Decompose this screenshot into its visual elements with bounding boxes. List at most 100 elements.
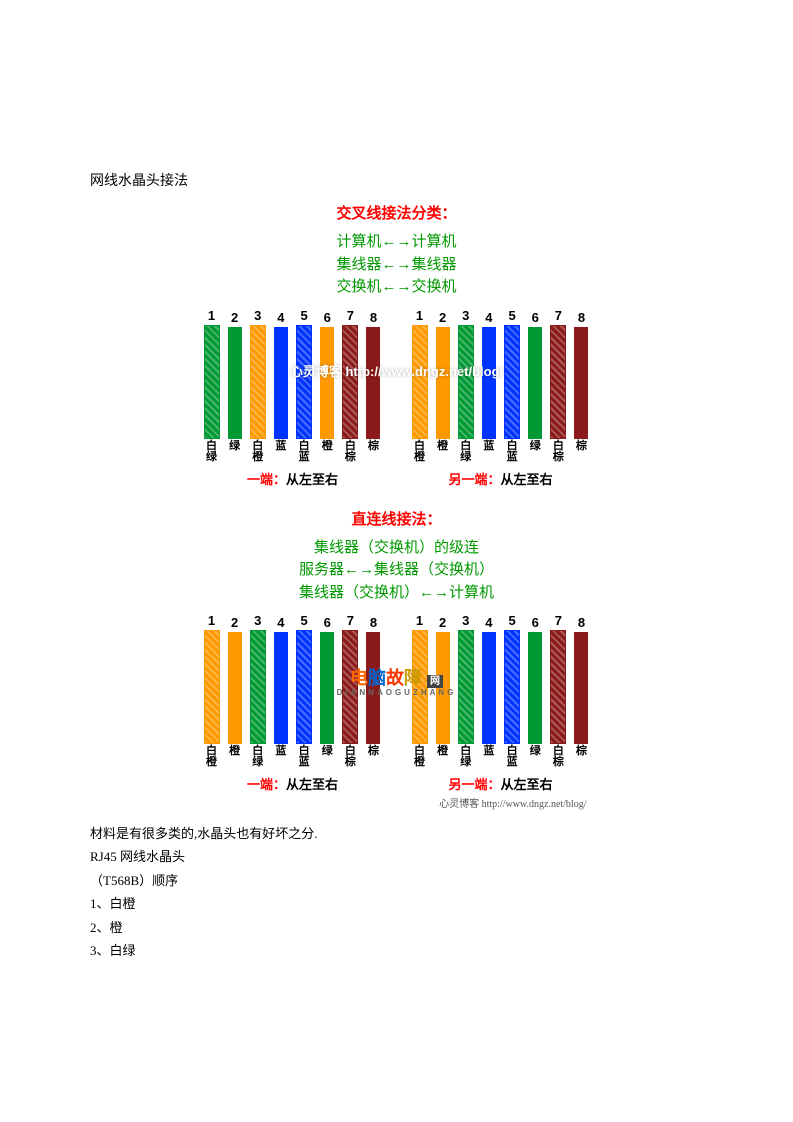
pin-column: 1	[411, 613, 429, 744]
end-label: 一端：从左至右	[203, 774, 383, 793]
para: （T568B）顺序	[90, 869, 703, 892]
wire-bar	[436, 327, 450, 439]
pin-color-label: 蓝	[272, 441, 290, 463]
pin-column: 3	[457, 613, 475, 744]
pin-color-label: 白蓝	[295, 441, 313, 463]
wire-bar	[528, 327, 542, 439]
pin-column: 4	[480, 310, 498, 439]
connector-left-t568a: 12345678白绿绿白橙蓝白蓝橙白棕棕一端：从左至右	[203, 309, 383, 488]
pin-column: 1	[411, 308, 429, 439]
usage-line: 计算机←→计算机	[197, 231, 597, 254]
pin-number: 2	[231, 310, 238, 325]
crossover-title: 交叉线接法分类：	[197, 202, 597, 223]
pin-column: 5	[295, 308, 313, 439]
wire-bar	[366, 632, 380, 744]
pin-column: 4	[272, 615, 290, 744]
wire-bar	[342, 630, 358, 744]
wire-bar	[482, 632, 496, 744]
connector-right-t568b: 12345678白橙橙白绿蓝白蓝绿白棕棕另一端：从左至右	[411, 309, 591, 488]
para: 1、白橙	[90, 892, 703, 915]
pin-color-label: 棕	[572, 746, 590, 768]
wire-bar	[204, 630, 220, 744]
pin-number: 4	[277, 615, 284, 630]
pin-color-label: 白蓝	[503, 746, 521, 768]
pin-number: 1	[416, 613, 423, 628]
wire-bar	[366, 327, 380, 439]
pin-column: 6	[318, 615, 336, 744]
pin-column: 6	[526, 310, 544, 439]
pin-color-label: 橙	[226, 746, 244, 768]
wire-bar	[228, 632, 242, 744]
pin-number: 3	[462, 613, 469, 628]
pin-number: 6	[532, 310, 539, 325]
wire-bar	[296, 630, 312, 744]
straight-usage-lines: 集线器（交换机）的级连 服务器←→集线器（交换机） 集线器（交换机）←→计算机	[197, 537, 597, 605]
pin-color-label: 白绿	[203, 441, 221, 463]
pin-column: 7	[549, 308, 567, 439]
crossover-connectors: 心灵博客 http://www.dngz.net/blog/ 12345678白…	[197, 309, 597, 488]
pin-color-label: 白橙	[411, 441, 429, 463]
pin-column: 2	[226, 615, 244, 744]
para: 3、白绿	[90, 939, 703, 962]
pin-column: 8	[364, 310, 382, 439]
end-label: 另一端：从左至右	[411, 774, 591, 793]
pin-column: 4	[272, 310, 290, 439]
wire-bar	[412, 630, 428, 744]
wire-bar	[550, 325, 566, 439]
usage-line: 集线器←→集线器	[197, 254, 597, 277]
wire-bar	[458, 325, 474, 439]
pin-number: 5	[300, 308, 307, 323]
pin-number: 1	[208, 308, 215, 323]
pin-number: 5	[300, 613, 307, 628]
pin-color-label: 白绿	[457, 441, 475, 463]
pin-color-label: 绿	[526, 746, 544, 768]
pin-number: 5	[508, 613, 515, 628]
pin-column: 5	[503, 308, 521, 439]
wire-bar	[274, 327, 288, 439]
straight-title: 直连线接法：	[197, 508, 597, 529]
pin-color-label: 蓝	[480, 746, 498, 768]
wire-bar	[250, 630, 266, 744]
usage-line: 集线器（交换机）的级连	[197, 537, 597, 560]
pin-number: 3	[254, 613, 261, 628]
pin-color-label: 白棕	[549, 441, 567, 463]
wire-bar	[574, 632, 588, 744]
pin-column: 7	[341, 613, 359, 744]
pin-number: 5	[508, 308, 515, 323]
pin-number: 1	[208, 613, 215, 628]
wire-bar	[204, 325, 220, 439]
usage-line: 交换机←→交换机	[197, 276, 597, 299]
pin-number: 2	[231, 615, 238, 630]
crossover-diagram: 交叉线接法分类： 计算机←→计算机 集线器←→集线器 交换机←→交换机 心灵博客…	[197, 202, 597, 488]
pin-number: 8	[370, 615, 377, 630]
pin-color-label: 白棕	[341, 746, 359, 768]
wire-bar	[504, 630, 520, 744]
pin-color-label: 白绿	[457, 746, 475, 768]
pin-number: 4	[485, 310, 492, 325]
pin-column: 3	[249, 613, 267, 744]
end-label: 另一端：从左至右	[411, 469, 591, 488]
wire-bar	[550, 630, 566, 744]
pin-color-label: 绿	[526, 441, 544, 463]
pin-color-label: 棕	[364, 441, 382, 463]
pin-number: 7	[347, 613, 354, 628]
para: 材料是有很多类的,水晶头也有好坏之分.	[90, 822, 703, 845]
document-title: 网线水晶头接法	[90, 170, 703, 190]
pin-column: 3	[249, 308, 267, 439]
pin-color-label: 白橙	[411, 746, 429, 768]
pin-number: 2	[439, 615, 446, 630]
straight-connectors: 电脑故障 网 DIANNAOGUZHANG 12345678白橙橙白绿蓝白蓝绿白…	[197, 614, 597, 793]
pin-color-label: 蓝	[480, 441, 498, 463]
pin-color-label: 白棕	[341, 441, 359, 463]
para: 2、橙	[90, 916, 703, 939]
usage-line: 服务器←→集线器（交换机）	[197, 559, 597, 582]
pin-column: 8	[364, 615, 382, 744]
pin-column: 6	[526, 615, 544, 744]
wire-bar	[274, 632, 288, 744]
pin-number: 6	[532, 615, 539, 630]
pin-column: 4	[480, 615, 498, 744]
crossover-usage-lines: 计算机←→计算机 集线器←→集线器 交换机←→交换机	[197, 231, 597, 299]
end-label: 一端：从左至右	[203, 469, 383, 488]
body-text: 材料是有很多类的,水晶头也有好坏之分. RJ45 网线水晶头 （T568B）顺序…	[90, 822, 703, 962]
para: RJ45 网线水晶头	[90, 845, 703, 868]
